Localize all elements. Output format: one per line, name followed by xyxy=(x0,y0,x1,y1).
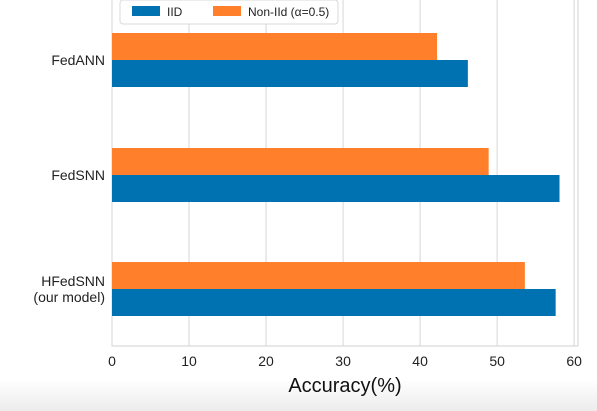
legend: IID Non-IId (α=0.5) xyxy=(119,0,339,25)
bar xyxy=(112,175,560,202)
legend-label: Non-IId (α=0.5) xyxy=(248,5,329,19)
x-tick-label: 40 xyxy=(412,353,428,369)
x-tick-label: 20 xyxy=(258,353,274,369)
legend-swatch xyxy=(213,6,241,16)
x-tick-label: 10 xyxy=(181,353,197,369)
bottom-shadow xyxy=(0,380,597,411)
y-tick-label: FedSNN xyxy=(51,167,105,183)
x-tick-label: 30 xyxy=(335,353,351,369)
x-tick-label: 60 xyxy=(566,353,582,369)
legend-label: IID xyxy=(167,5,183,19)
y-tick-label: (our model) xyxy=(33,289,105,305)
x-tick-labels: 0 10 20 30 40 50 60 xyxy=(108,353,582,369)
legend-swatch xyxy=(132,6,160,16)
y-tick-label: FedANN xyxy=(51,52,105,68)
y-tick-label: HFedSNN xyxy=(41,273,105,289)
bar xyxy=(112,289,556,316)
bar xyxy=(112,60,468,87)
x-tick-label: 0 xyxy=(108,353,116,369)
bar xyxy=(112,148,489,175)
bar xyxy=(112,262,525,289)
bars xyxy=(112,33,560,316)
y-tick-labels: FedANN FedSNN HFedSNN(our model) xyxy=(33,52,105,305)
bar xyxy=(112,33,438,60)
x-tick-label: 50 xyxy=(489,353,505,369)
x-axis-label: Accuracy(%) xyxy=(288,375,401,397)
